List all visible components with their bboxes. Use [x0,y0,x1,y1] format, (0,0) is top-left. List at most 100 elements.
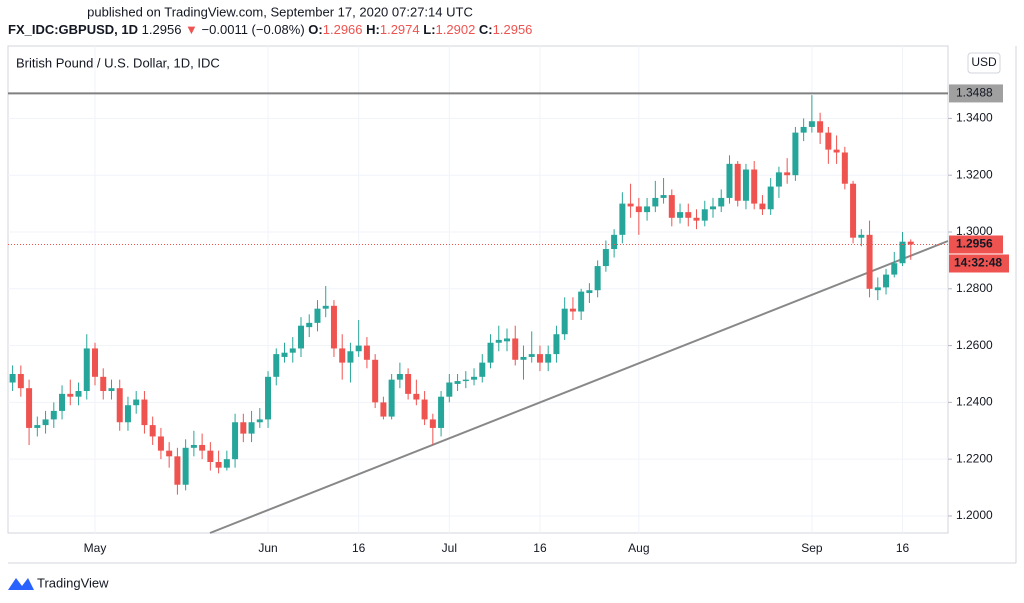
candle-body [363,345,370,360]
y-tick-label: 1.2000 [956,508,993,522]
candle-body [396,373,403,380]
candle-body [116,388,123,423]
x-tick-label: 16 [896,541,910,555]
candle-body [124,405,131,423]
candle-body [306,322,313,328]
candle-body [545,354,552,363]
candle-body [42,419,49,426]
y-tick-label: 1.2400 [956,395,993,409]
o-label: O: [308,22,322,37]
candle-body [693,217,700,221]
candle-body [759,203,766,210]
h-label: H: [366,22,380,37]
candle-body [157,436,164,451]
candle-body [701,209,708,221]
x-tick-label: May [84,541,107,555]
candle-body [858,234,865,238]
candle-body [289,348,296,353]
candle-body [273,354,280,377]
candle-body [495,339,502,343]
candle-body [182,447,189,485]
candle-body [726,163,733,198]
candle-body [767,186,774,210]
x-tick-label: Aug [628,541,649,555]
candle-body [355,345,362,352]
candle-body [891,263,898,275]
candle-body [833,149,840,153]
x-tick-label: Jul [442,541,457,555]
candle-body [149,425,156,437]
l-label: L: [423,22,435,37]
candle-body [347,351,354,363]
candle-body [899,241,906,264]
candle-body [388,379,395,417]
x-tick-label: 16 [533,541,547,555]
brand-logo [8,578,34,590]
candle-body [207,450,214,463]
candle-body [817,121,824,133]
candle-body [298,325,304,349]
candle-body [133,399,140,406]
candle-body [677,212,684,218]
candle-body [652,197,659,207]
candle-body [594,266,601,291]
candle-body [536,354,543,363]
candle-body [240,422,247,434]
candle-body [586,290,593,294]
candle-body [742,169,749,201]
last-price-label: 1.2956 [956,237,993,251]
c-value: 1.2956 [493,22,533,37]
y-tick-label: 1.3000 [956,224,993,238]
grid [8,46,948,533]
currency[interactable]: USD [971,55,997,69]
candle-body [380,402,387,417]
labels: May Jun 16 Jul 16 Aug Sep 16 1.2000 1.2200 1.2400 1… [84,84,1009,555]
candle-body [512,338,519,360]
candle-body [578,291,585,312]
x-tick-label: Sep [801,541,823,555]
candle-body [322,305,329,309]
candle-body [438,396,445,428]
candle-body [248,422,255,434]
y-tick-label: 1.3200 [956,167,993,181]
candle-body [34,425,41,428]
candle-body [602,249,609,267]
candle-body [487,342,494,363]
candle-body [9,373,16,383]
candle-body [190,444,197,448]
candle-body [520,356,527,360]
trend-line [209,240,949,534]
logo-icon [8,578,34,590]
candle-body [50,410,57,420]
candle-body [232,422,239,460]
y-tick-label: 1.2200 [956,451,993,465]
candle-body [874,287,881,291]
candle-body [841,152,848,184]
brand: TradingView [37,575,109,590]
candle-body [569,308,576,312]
candle-body [907,241,914,245]
candle-body [775,172,782,187]
horizontal-line-label: 1.3488 [956,86,993,100]
candle-body [199,444,206,451]
l-value: 1.2902 [436,22,476,37]
candle-body [825,132,832,150]
candle-body [223,459,230,468]
last-price: 1.2956 [142,22,182,37]
candle-body [635,206,642,213]
candle-body [627,203,634,207]
drawings [209,240,949,534]
candle-body [718,197,725,207]
pane-title: British Pound / U.S. Dollar, 1D, IDC [16,55,220,70]
candle-body [59,393,66,411]
legend-line: FX_IDC:GBPUSD, 1D 1.2956 ▼ −0.0011 (−0.0… [8,22,532,37]
y-tick-label: 1.2800 [956,281,993,295]
candle-body [83,348,90,392]
x-tick-label: 16 [352,541,366,555]
candle-body [883,274,890,288]
currency-button[interactable] [967,52,1001,74]
candle-body [413,393,420,400]
candle-body [215,462,222,468]
